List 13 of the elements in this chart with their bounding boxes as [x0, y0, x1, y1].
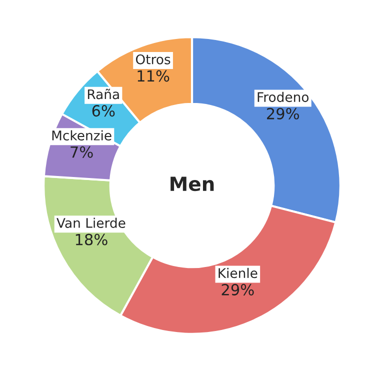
slice-label: Raña — [88, 88, 119, 100]
data-label: 7% — [70, 146, 93, 158]
data-label: 29% — [222, 284, 254, 296]
slice-label: Kienle — [218, 268, 258, 278]
text: Men — [170, 176, 214, 192]
data-label: 29% — [267, 108, 300, 120]
slice-label: Mckenzie — [52, 130, 112, 140]
slice-label: Van Lierde — [56, 218, 126, 228]
slice-label: Frodeno — [258, 92, 309, 102]
data-label: 11% — [138, 70, 170, 82]
data-label: 18% — [76, 234, 108, 246]
data-label: 6% — [92, 105, 115, 117]
slice-label: Otros — [136, 54, 170, 64]
